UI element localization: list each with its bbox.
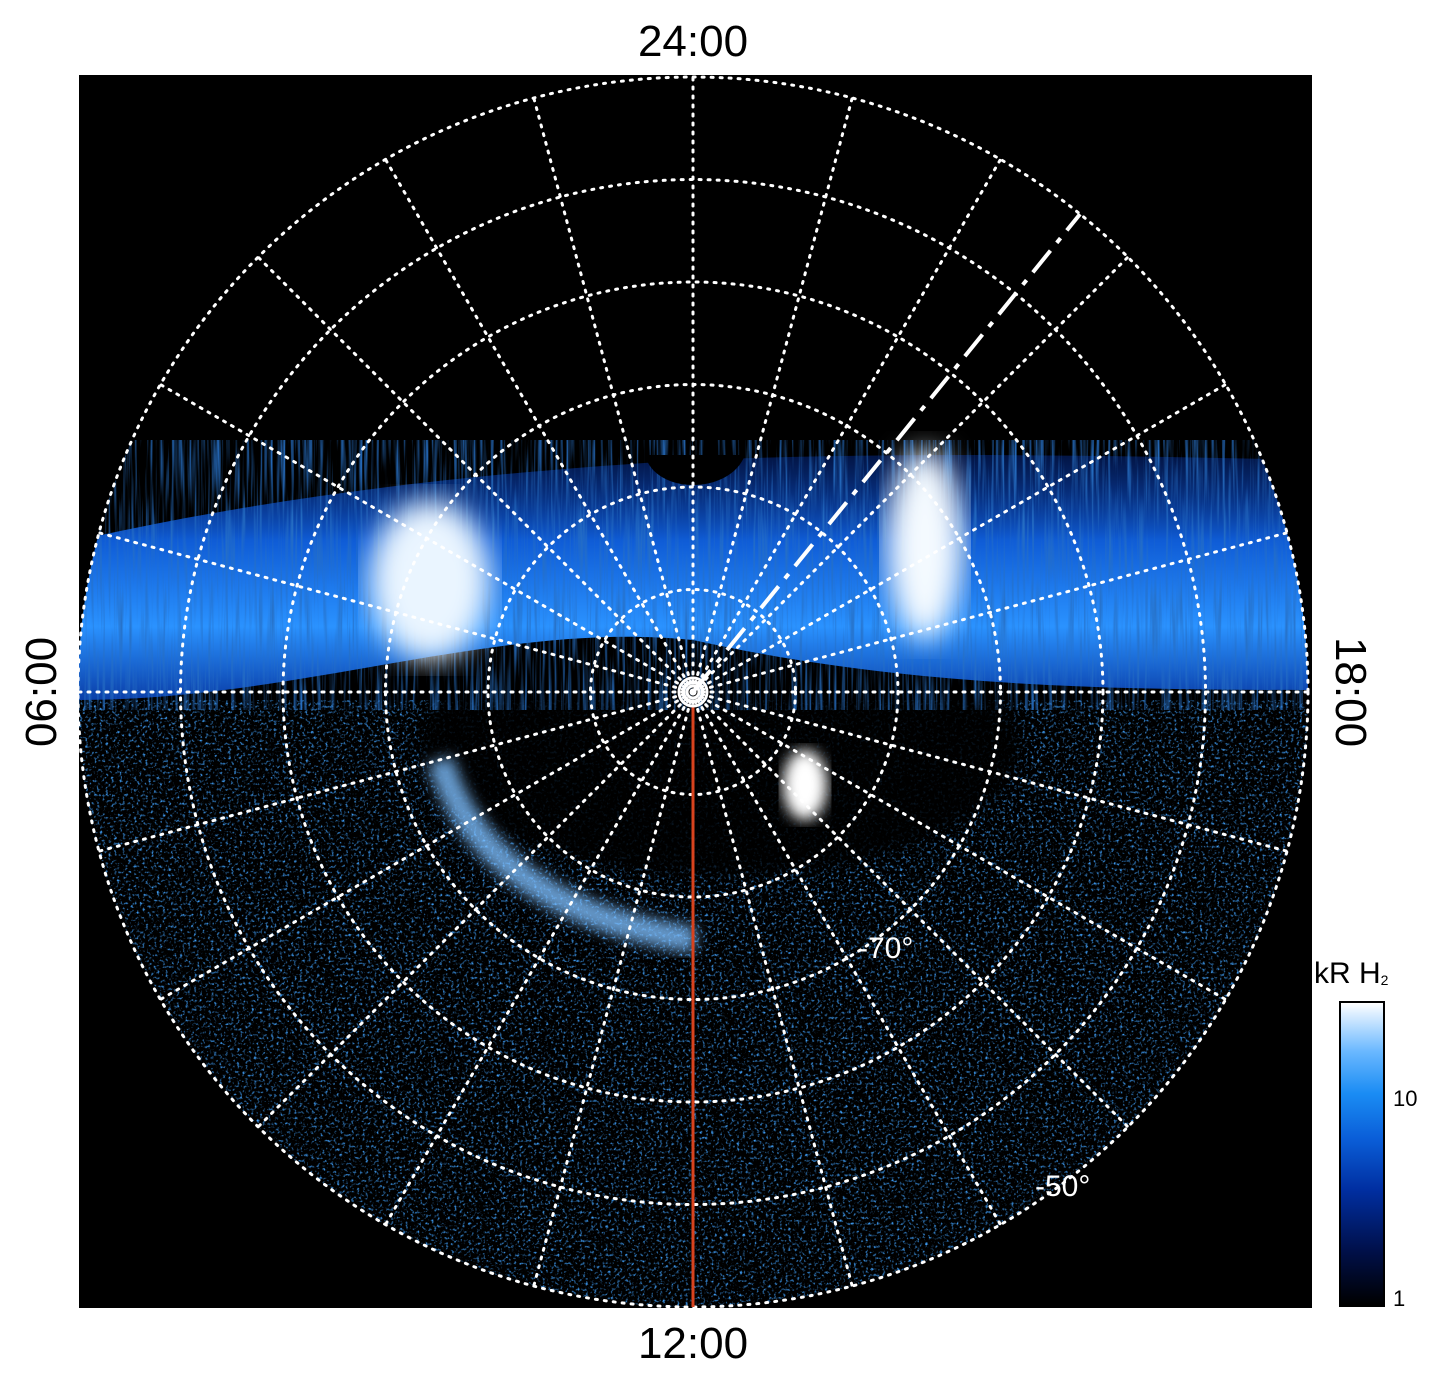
local-time-label-midnight: 24:00 — [637, 17, 749, 66]
band-notch — [645, 455, 745, 485]
local-time-meridian — [691, 690, 854, 1288]
local-time-meridian — [691, 383, 1228, 694]
colorbar — [1339, 1001, 1385, 1307]
local-time-meridian — [691, 96, 854, 694]
local-time-meridian — [691, 690, 1228, 1001]
local-time-meridian — [691, 690, 1002, 1227]
local-time-meridian — [256, 255, 695, 694]
local-time-meridian — [691, 157, 1002, 694]
local-time-meridian — [532, 690, 695, 1288]
local-time-meridian — [158, 383, 695, 694]
local-time-grid — [76, 75, 1310, 1309]
lat-label-50: -50° — [1035, 1170, 1090, 1203]
lat-label-70: -70° — [858, 932, 913, 965]
dawn-bright-spot — [370, 500, 490, 660]
dashed-reference-line — [691, 212, 1082, 694]
pole-marker-inner — [685, 684, 701, 700]
local-time-meridian — [384, 690, 695, 1227]
local-time-meridian — [97, 690, 695, 853]
local-time-meridian — [691, 690, 1289, 853]
pole-marker-outer — [677, 676, 709, 708]
local-time-meridian — [97, 531, 695, 694]
local-time-meridian — [691, 255, 1130, 694]
local-time-meridian — [158, 690, 695, 1001]
local-time-meridian — [532, 96, 695, 694]
colorbar-tick-1: 1 — [1393, 1286, 1406, 1311]
local-time-label-noon: 12:00 — [637, 1319, 749, 1368]
colorbar-title-subscript: 2 — [1380, 972, 1389, 988]
local-time-meridian — [384, 157, 695, 694]
colorbar-title-text: kR H — [1314, 957, 1381, 990]
local-time-label-dusk: 18:00 — [1326, 636, 1375, 748]
colorbar-tick-10: 10 — [1393, 1086, 1418, 1111]
latitude-circle — [281, 280, 1105, 1104]
local-time-label-dawn: 06:00 — [17, 636, 66, 748]
local-time-meridian — [691, 531, 1289, 694]
latitude-circle — [486, 485, 900, 899]
colorbar-title: kR H2 — [1314, 957, 1388, 991]
dusk-bright-spot — [887, 450, 963, 640]
local-time-meridian — [256, 690, 695, 1129]
dayside-arc — [427, 756, 697, 953]
local-time-meridian — [691, 690, 1130, 1129]
afternoon-spot — [783, 750, 827, 820]
